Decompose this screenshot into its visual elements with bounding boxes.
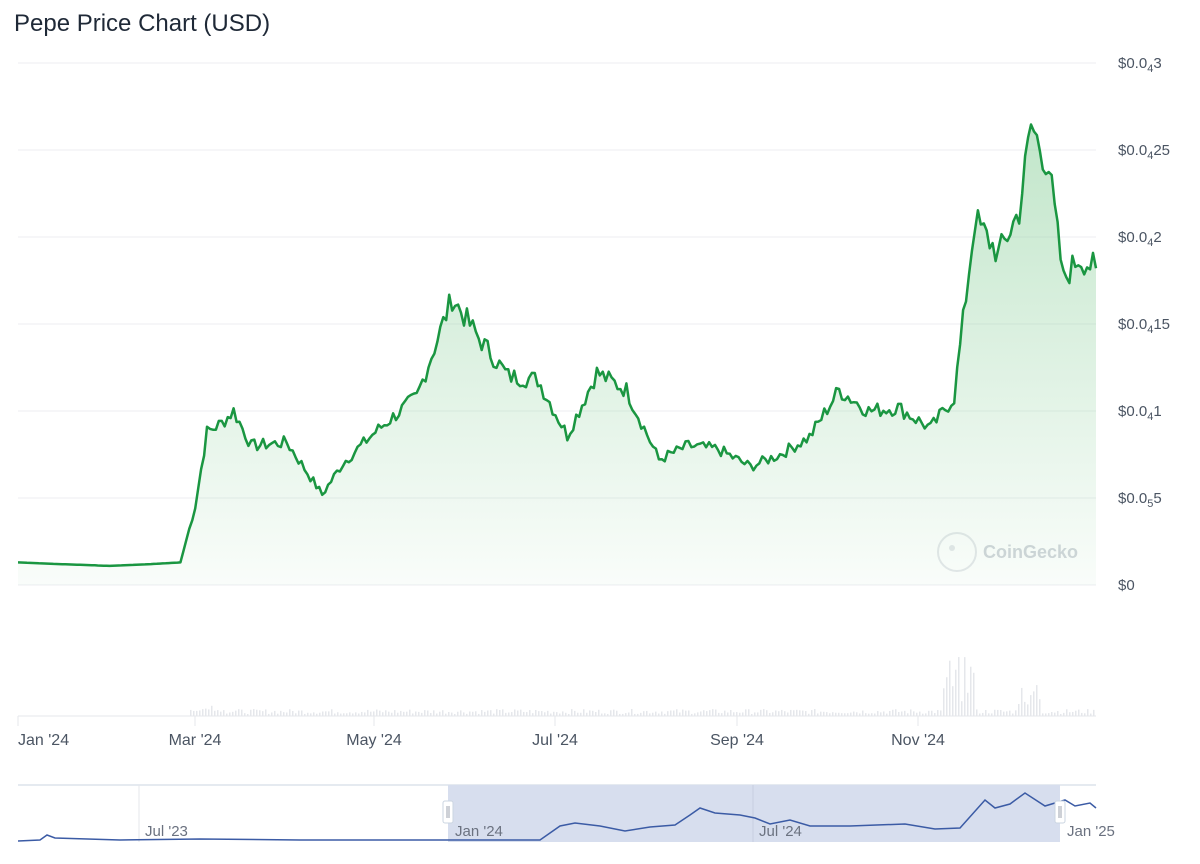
y-tick-label: $0.042: [1118, 229, 1162, 249]
chart-title: Pepe Price Chart (USD): [14, 10, 271, 37]
navigator-selection[interactable]: [448, 785, 1060, 842]
y-tick-label: $0.0415: [1118, 316, 1170, 336]
x-tick-label: Sep '24: [710, 732, 764, 749]
y-tick-label: $0.041: [1118, 403, 1162, 423]
y-tick-label: $0.0425: [1118, 142, 1170, 162]
price-area: [18, 124, 1096, 585]
volume-bars: [190, 657, 1095, 716]
navigator-right-handle[interactable]: [1054, 800, 1066, 824]
y-tick-label: $0.055: [1118, 490, 1162, 510]
navigator-tick-label: Jan '24: [455, 823, 503, 840]
navigator-left-handle[interactable]: [442, 800, 454, 824]
navigator[interactable]: Jul '23 Jan '24 Jul '24 Jan '25: [17, 784, 1115, 842]
price-line: [17, 123, 1098, 568]
x-axis: Jan '24 Mar '24 May '24 Jul '24 Sep '24 Nov '…: [17, 716, 945, 749]
navigator-line: [17, 792, 1097, 842]
x-tick-label: May '24: [346, 732, 402, 749]
x-tick-label: Nov '24: [891, 732, 945, 749]
navigator-tick-label: Jan '25: [1067, 823, 1115, 840]
x-tick-label: Jan '24: [18, 732, 69, 749]
navigator-tick-label: Jul '23: [145, 823, 188, 840]
x-tick-label: Jul '24: [532, 732, 578, 749]
y-axis: $0.043 $0.0425 $0.042 $0.0415 $0.041 $0.055 $0: [1118, 55, 1170, 594]
y-tick-label: $0.043: [1118, 55, 1162, 75]
navigator-tick-label: Jul '24: [759, 823, 802, 840]
y-tick-label: $0: [1118, 577, 1135, 594]
x-tick-label: Mar '24: [169, 732, 222, 749]
